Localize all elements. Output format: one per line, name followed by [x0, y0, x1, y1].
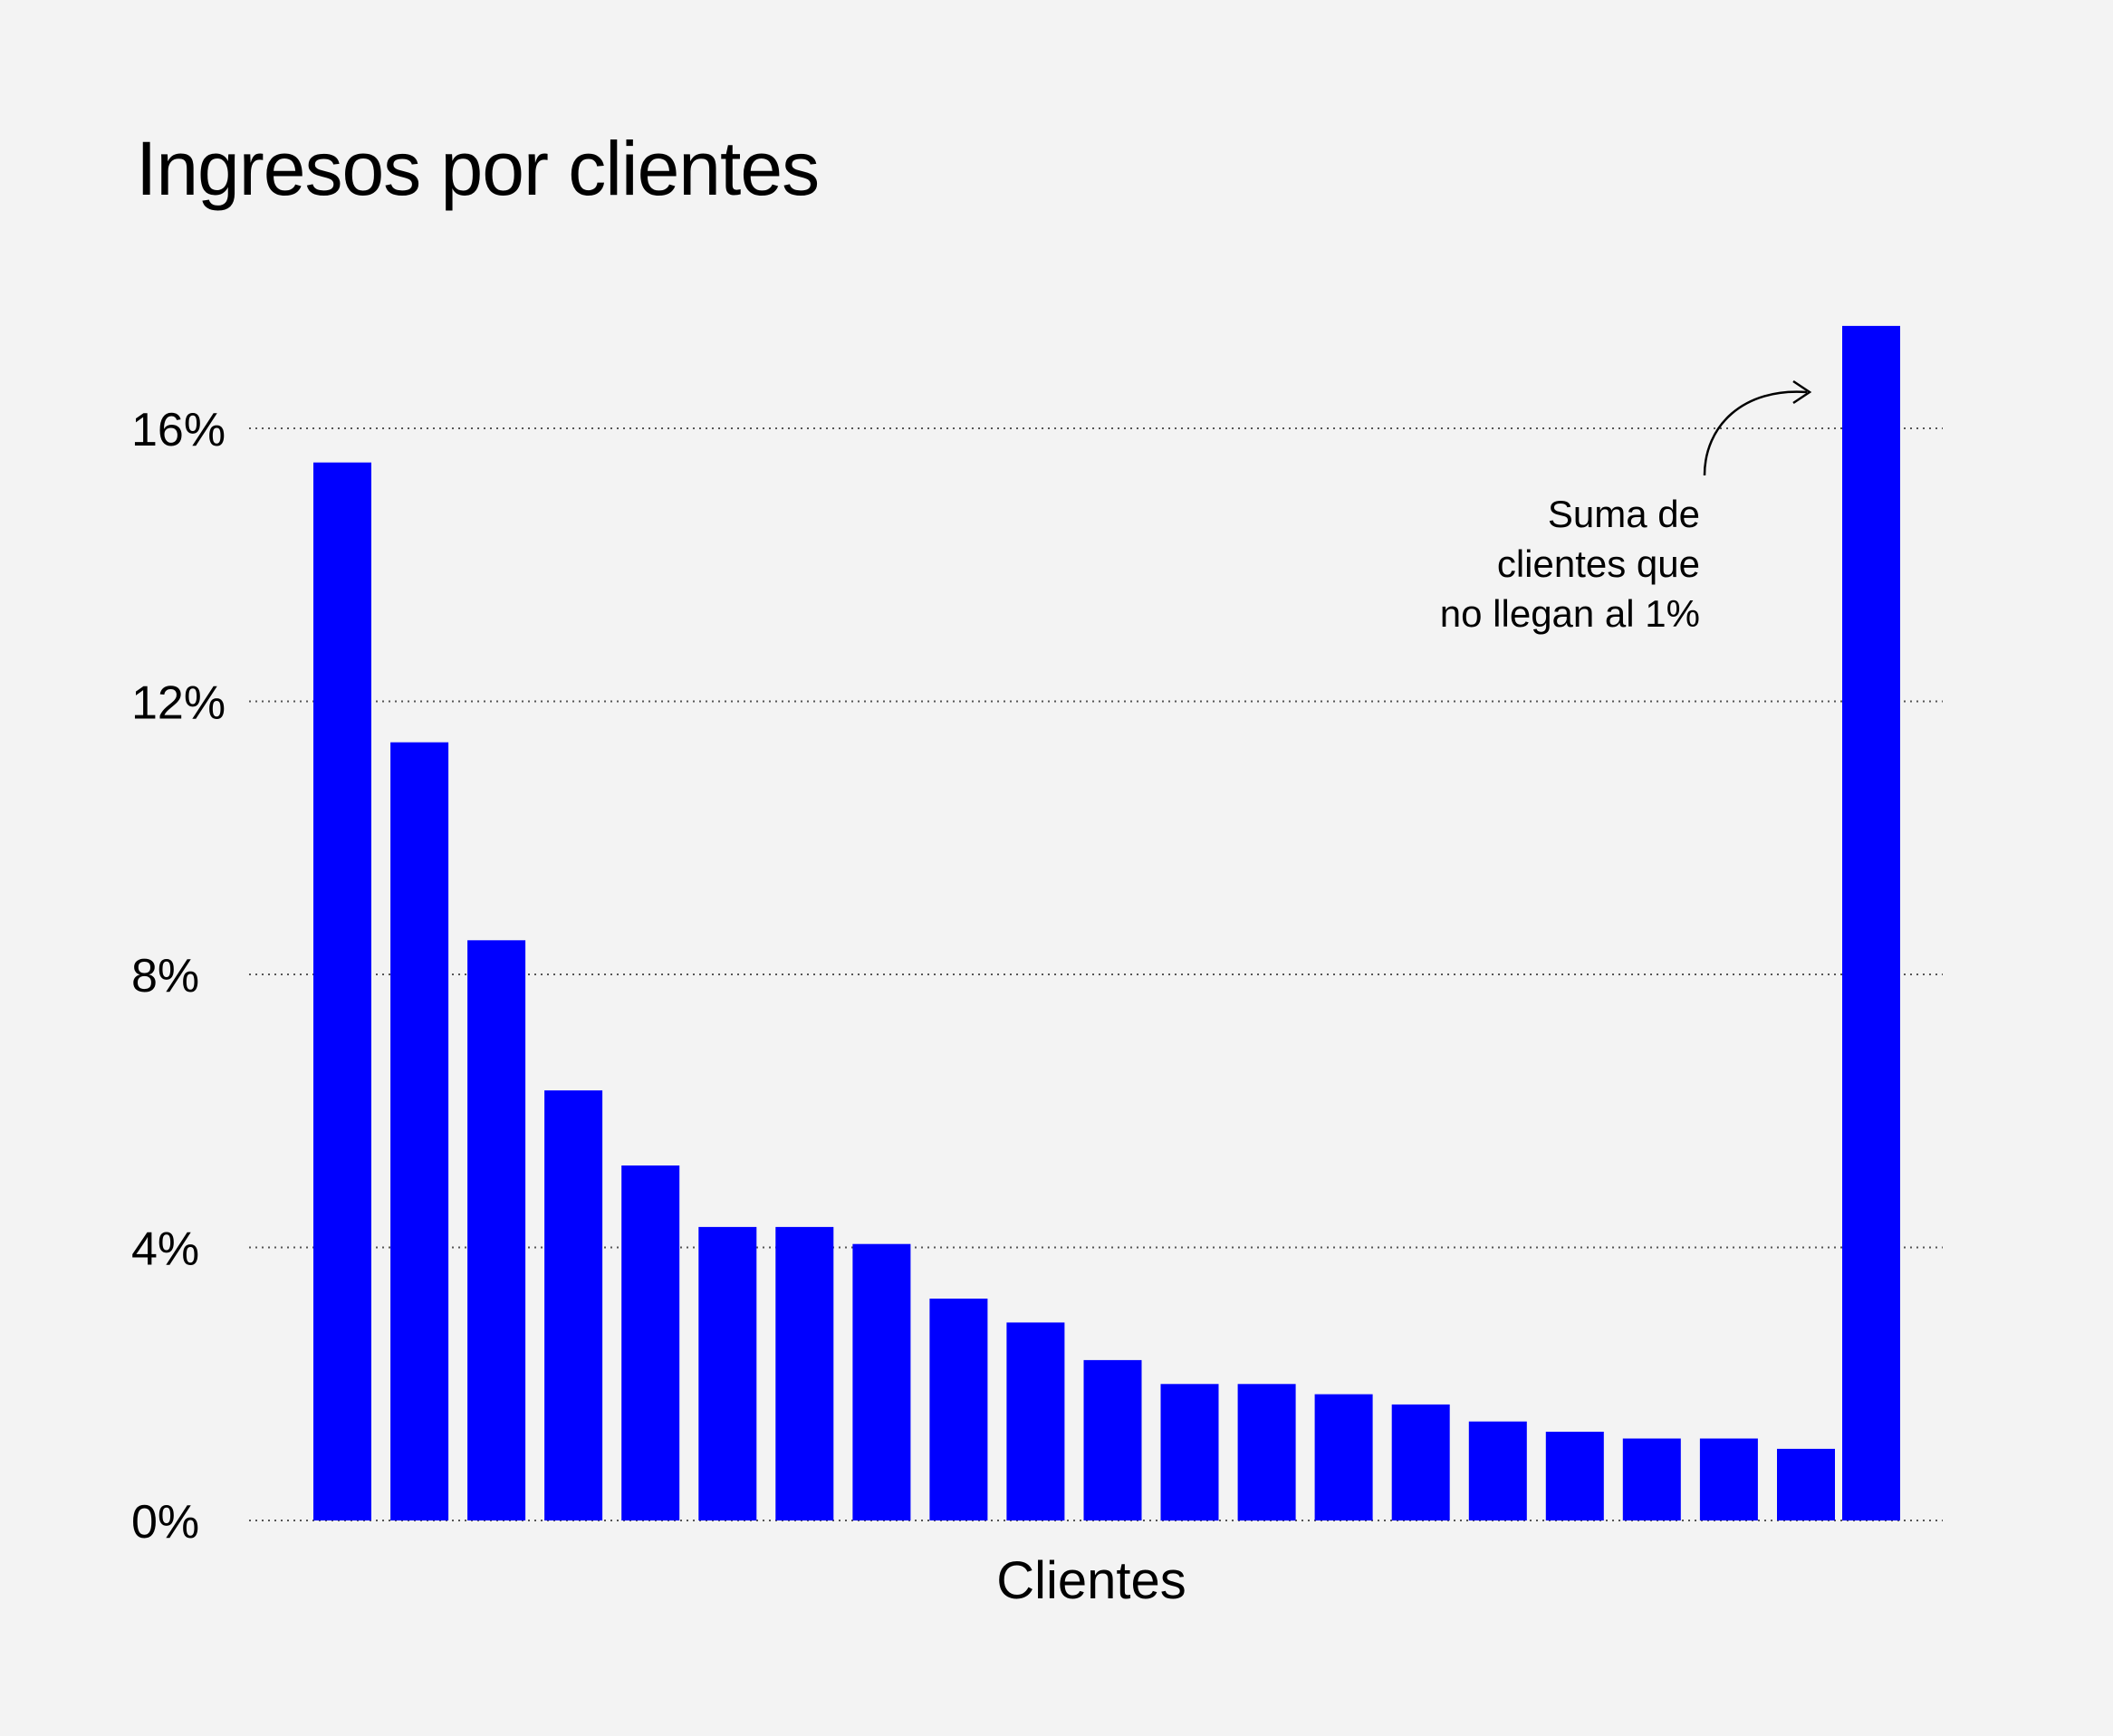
- bars: [313, 325, 1900, 1521]
- y-tick-label: 12%: [131, 677, 226, 730]
- bar: [775, 1226, 834, 1520]
- annotation-text: Suma de clientes que no llegan al 1%: [1440, 493, 1700, 635]
- bar: [1391, 1404, 1450, 1520]
- bar: [1006, 1322, 1065, 1520]
- y-tick-label: 8%: [131, 950, 199, 1002]
- bar: [1237, 1384, 1296, 1521]
- bar: [852, 1243, 911, 1520]
- bar: [1468, 1421, 1527, 1520]
- bar: [929, 1299, 988, 1520]
- bar-others: [1842, 325, 1900, 1520]
- annotation-line: no llegan al 1%: [1440, 592, 1700, 635]
- bar: [1083, 1359, 1142, 1520]
- bar: [1160, 1384, 1219, 1521]
- bar: [1699, 1438, 1758, 1520]
- y-tick-label: 0%: [131, 1496, 199, 1549]
- y-axis-tick-labels: 0% 4% 8% 12% 16%: [131, 404, 226, 1549]
- bar: [1777, 1448, 1835, 1520]
- annotation-arrowhead: [1792, 379, 1812, 405]
- annotation-line: clientes que: [1497, 542, 1700, 585]
- bar: [467, 940, 526, 1520]
- annotation: Suma de clientes que no llegan al 1%: [1440, 379, 1812, 635]
- x-axis-label: Clientes: [996, 1551, 1186, 1610]
- bar: [1622, 1438, 1681, 1520]
- bar: [313, 462, 371, 1521]
- bar: [698, 1226, 757, 1520]
- bar: [1545, 1432, 1604, 1520]
- chart-title: Ingresos por clientes: [136, 126, 819, 211]
- bar: [544, 1090, 603, 1520]
- y-tick-label: 4%: [131, 1223, 199, 1276]
- bar: [390, 742, 449, 1520]
- annotation-line: Suma de: [1548, 493, 1700, 535]
- annotation-arrow: [1703, 390, 1808, 476]
- bar: [621, 1165, 680, 1520]
- y-tick-label: 16%: [131, 404, 226, 456]
- bar: [1314, 1394, 1373, 1520]
